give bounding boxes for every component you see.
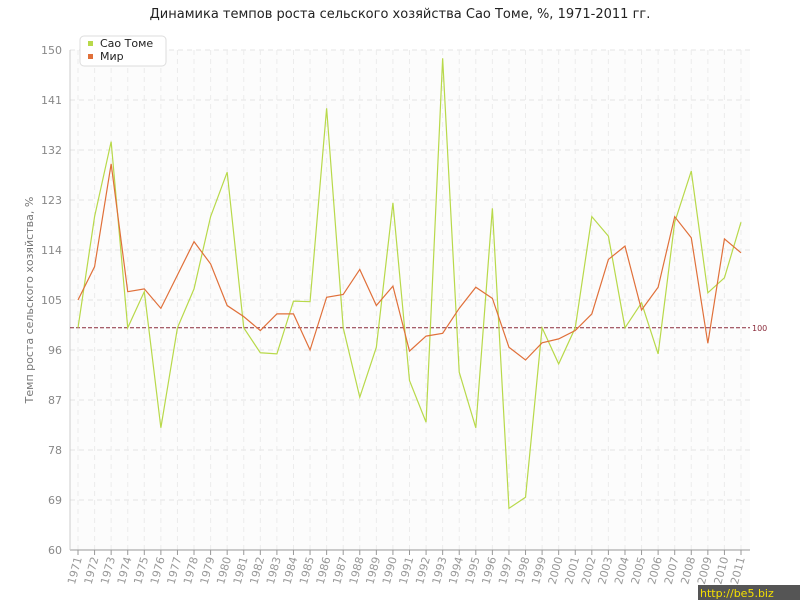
y-axis-label: Темп роста сельского хозяйства, % <box>23 197 36 405</box>
y-tick-label: 87 <box>48 394 62 407</box>
y-tick-label: 96 <box>48 344 62 357</box>
y-tick-label: 123 <box>41 194 62 207</box>
chart-title: Динамика темпов роста сельского хозяйств… <box>150 7 651 22</box>
y-tick-label: 132 <box>41 144 62 157</box>
series-line <box>77 58 742 510</box>
legend-label: Мир <box>100 50 124 63</box>
y-tick-label: 150 <box>41 44 62 57</box>
reference-label: 100 <box>752 324 767 333</box>
legend-box <box>79 35 167 67</box>
y-tick-label: 78 <box>48 444 62 457</box>
y-tick-label: 69 <box>48 494 62 507</box>
legend-label: Сао Томе <box>100 37 153 50</box>
watermark: http://be5.biz <box>700 587 774 600</box>
y-tick-label: 141 <box>41 94 62 107</box>
y-tick-label: 60 <box>48 544 62 557</box>
legend-marker <box>88 54 93 59</box>
series-line <box>77 163 742 361</box>
y-tick-label: 114 <box>41 244 62 257</box>
watermark-bg <box>698 585 800 600</box>
y-tick-label: 105 <box>41 294 62 307</box>
legend-marker <box>88 41 93 46</box>
